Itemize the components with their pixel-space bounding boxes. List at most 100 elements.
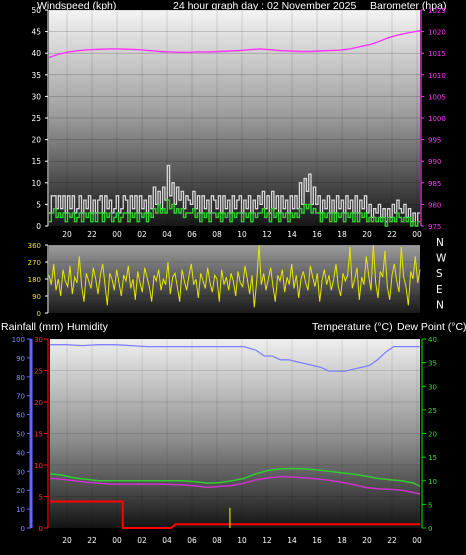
humidity-tick-label: 90 [16,355,25,363]
lower-x-tick-label: 18 [337,536,347,545]
left-tick-label: 15 [31,157,41,166]
right-tick-label: 975 [428,223,441,231]
lower-x-tick-label: 00 [412,536,422,545]
left-tick-label: 50 [31,6,41,15]
temp-tick-label: 20 [428,431,437,439]
compass-label: W [436,253,447,265]
humidity-tick-label: 20 [16,487,25,495]
humidity-tick-label: 60 [16,412,25,420]
direction-tick-label: 0 [37,310,41,318]
humidity-axis-title: Humidity [67,321,108,333]
x-tick-label: 12 [262,230,272,239]
direction-tick-label: 270 [28,259,41,267]
compass-label: S [436,268,443,280]
direction-tick-label: 180 [28,276,41,284]
right-tick-label: 1015 [428,50,446,58]
lower-x-tick-label: 22 [387,536,397,545]
direction-tick-label: 90 [32,293,41,301]
humidity-tick-label: 70 [16,393,25,401]
humidity-tick-label: 100 [12,336,25,344]
rain-tick-label: 30 [34,336,43,344]
temp-tick-label: 25 [428,407,437,415]
wind-average-line [49,199,420,227]
humidity-tick-label: 40 [16,449,25,457]
x-tick-label: 14 [287,230,297,239]
temp-tick-label: 15 [428,454,437,462]
wind-direction-line [48,244,421,308]
x-tick-label: 04 [162,230,172,239]
x-tick-label: 02 [137,230,147,239]
x-tick-label: 06 [187,230,197,239]
right-tick-label: 1010 [428,72,446,80]
temperature-axis-title: Temperature (°C) [312,321,393,333]
lower-x-tick-label: 14 [287,536,297,545]
lower-x-tick-label: 22 [87,536,97,545]
x-tick-label: 20 [362,230,372,239]
x-tick-label: 10 [237,230,247,239]
wind-barometer-panel: 0510152025303540455097598098599099510001… [31,6,445,239]
lower-x-tick-label: 12 [262,536,272,545]
x-tick-label: 00 [112,230,122,239]
x-tick-label: 22 [387,230,397,239]
lower-x-tick-label: 20 [362,536,372,545]
x-tick-label: 16 [312,230,322,239]
temp-tick-label: 30 [428,383,437,391]
humidity-tick-label: 50 [16,431,25,439]
humidity-line [50,344,420,372]
x-tick-label: 18 [337,230,347,239]
left-tick-label: 0 [36,222,41,231]
left-tick-label: 40 [31,49,41,58]
chart-title: 24 hour graph day : 02 November 2025 [173,0,357,12]
lower-x-tick-label: 04 [162,536,172,545]
rain-tick-label: 10 [34,462,43,470]
rainfall-axis-title: Rainfall (mm) [1,321,64,333]
humidity-tick-label: 0 [21,525,25,533]
x-tick-label: 08 [212,230,222,239]
left-tick-label: 5 [36,200,41,209]
right-tick-label: 1025 [428,7,446,15]
plot-area-background [49,10,420,226]
rainfall-line [50,500,420,529]
compass-label: N [436,237,444,249]
lower-x-tick-label: 16 [312,536,322,545]
lower-x-tick-label: 10 [237,536,247,545]
humidity-tick-label: 30 [16,468,25,476]
left-tick-label: 45 [31,28,41,37]
rain-tick-label: 20 [34,399,43,407]
lower-x-tick-label: 20 [62,536,72,545]
temp-tick-label: 0 [428,525,432,533]
right-tick-label: 1020 [428,29,446,37]
right-tick-label: 980 [428,201,441,209]
lower-x-tick-label: 00 [112,536,122,545]
humidity-tick-label: 10 [16,506,25,514]
right-tick-label: 1000 [428,115,446,123]
left-tick-label: 20 [31,136,41,145]
compass-label: E [436,284,443,296]
lower-x-tick-label: 06 [187,536,197,545]
right-tick-label: 1005 [428,93,446,101]
temp-tick-label: 40 [428,336,437,344]
left-tick-label: 10 [31,179,41,188]
temperature-line [49,467,421,488]
left-tick-label: 25 [31,114,41,123]
lower-plot-background [50,339,420,528]
rain-temperature-panel: 0102030405060708090100051015202530051015… [12,336,437,545]
windspeed-axis-title: Windspeed (kph) [37,0,117,12]
rain-tick-label: 0 [39,525,43,533]
x-tick-label: 00 [412,230,422,239]
left-tick-label: 35 [31,71,41,80]
right-tick-label: 990 [428,158,441,166]
right-tick-label: 995 [428,137,441,145]
humidity-tick-label: 80 [16,374,25,382]
dewpoint-axis-title: Dew Point (°C) [397,321,466,333]
direction-tick-label: 360 [28,242,41,250]
rain-tick-label: 5 [39,494,43,502]
rain-tick-label: 25 [34,368,43,376]
left-tick-label: 30 [31,92,41,101]
temp-tick-label: 10 [428,478,437,486]
barometer-line [48,30,421,59]
dewpoint-line [49,475,421,495]
lower-x-tick-label: 08 [212,536,222,545]
x-tick-label: 20 [62,230,72,239]
